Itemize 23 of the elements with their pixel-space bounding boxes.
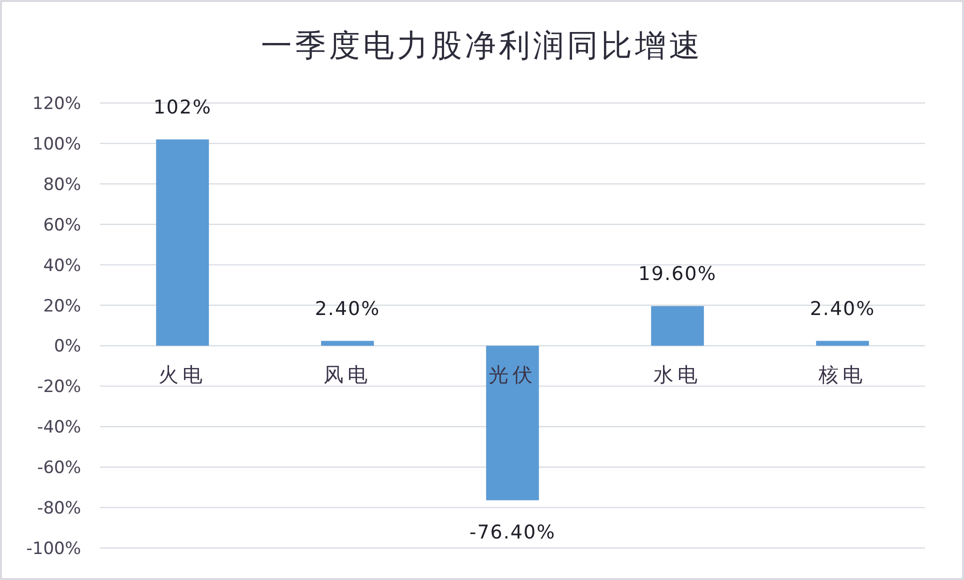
x-tick-label: 核电: [818, 362, 866, 387]
x-tick-label: 光伏: [488, 362, 536, 387]
data-label: 2.40%: [810, 298, 876, 320]
y-tick-label: 0%: [54, 336, 81, 357]
y-tick-label: 100%: [32, 134, 81, 154]
data-label: 19.60%: [638, 263, 717, 286]
y-tick-label: -60%: [37, 458, 81, 478]
y-tick-label: 40%: [43, 256, 81, 276]
x-tick-label: 风电: [324, 362, 372, 387]
data-label: 102%: [153, 96, 212, 118]
y-tick-label: 120%: [32, 94, 81, 114]
data-label: 2.40%: [314, 298, 380, 320]
title: 一季度电力股净利润同比增速: [261, 28, 703, 64]
y-tick-label: -100%: [26, 539, 81, 559]
data-label: -76.40%: [469, 521, 556, 544]
y-tick-label: -20%: [37, 377, 81, 398]
y-tick-label: 20%: [43, 296, 81, 316]
y-tick-label: -80%: [37, 498, 81, 519]
x-tick-label: 火电: [158, 362, 206, 387]
y-tick-label: 60%: [43, 215, 81, 236]
x-tick-label: 水电: [654, 362, 702, 387]
y-tick-label: 80%: [43, 174, 81, 195]
y-tick-label: -40%: [37, 418, 81, 438]
